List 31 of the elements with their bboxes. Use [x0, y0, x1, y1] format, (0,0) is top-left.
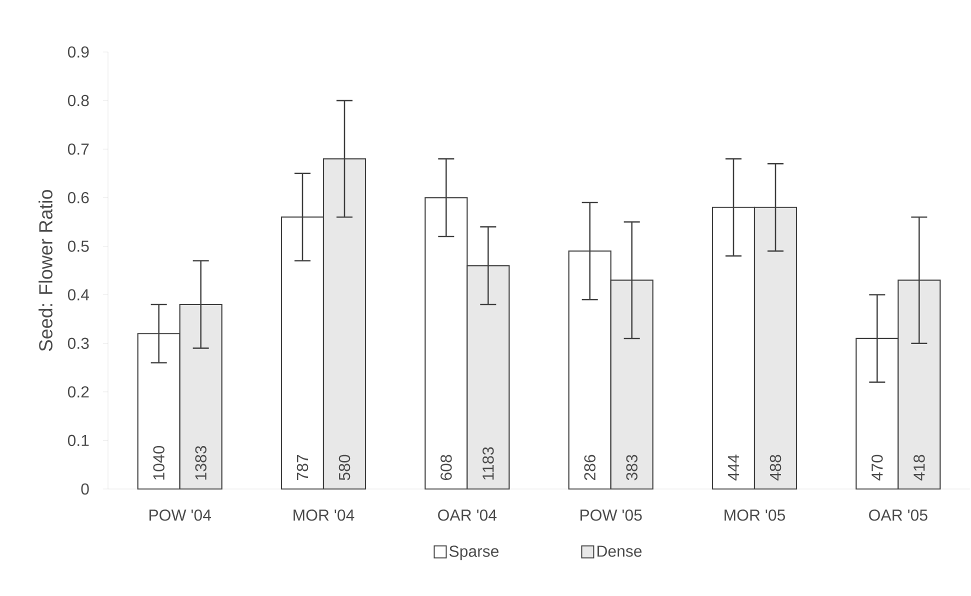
- y-tick-label: 0.1: [68, 434, 89, 446]
- y-tick-label: 0.9: [68, 46, 89, 58]
- y-tick-label: 0.8: [68, 94, 89, 106]
- x-tick-label: MOR '04: [294, 510, 354, 521]
- legend-label: Sparse: [449, 546, 499, 560]
- annotation: 1183: [482, 447, 494, 480]
- y-axis-title: Seed: Flower Ratio: [38, 190, 52, 352]
- annotation: 608: [440, 454, 452, 480]
- y-tick-label: 0: [81, 483, 89, 495]
- annotation: 787: [296, 455, 308, 480]
- annotation: 1383: [195, 446, 206, 480]
- annotation: 488: [770, 454, 782, 480]
- annotation: 418: [914, 454, 925, 480]
- annotation: 470: [872, 454, 883, 480]
- y-tick-label: 0.7: [68, 143, 89, 155]
- x-tick-label: POW '05: [580, 510, 642, 521]
- annotation: 580: [338, 454, 350, 480]
- legend-label: Dense: [598, 546, 642, 557]
- y-tick-label: 0.2: [68, 386, 89, 398]
- annotation: 286: [584, 454, 596, 480]
- annotation: 383: [626, 454, 638, 480]
- y-tick-label: 0.5: [68, 240, 89, 252]
- y-tick-label: 0.3: [68, 338, 89, 349]
- y-tick-label: 0.4: [68, 289, 90, 300]
- x-tick-label: OAR '05: [869, 510, 928, 521]
- annotation: 1040: [153, 446, 164, 480]
- x-tick-label: MOR '05: [724, 510, 786, 521]
- annotation: 444: [728, 454, 739, 480]
- y-tick-label: 0.6: [68, 192, 89, 204]
- x-tick-label: OAR '04: [438, 510, 497, 521]
- x-tick-label: POW '04: [150, 510, 211, 521]
